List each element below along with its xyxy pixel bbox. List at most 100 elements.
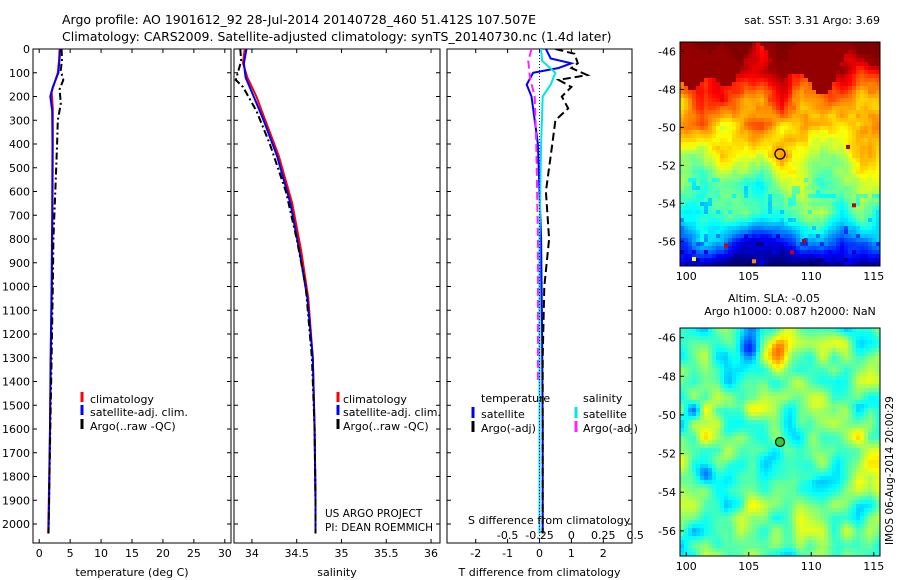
sst_map-cell <box>756 94 761 99</box>
sla_map-cell <box>868 332 873 337</box>
sla_map-cell <box>780 412 785 417</box>
sla_map-cell <box>788 440 793 445</box>
sla_map-cell <box>764 444 769 449</box>
sla_map-cell <box>780 472 785 477</box>
sla_map-cell <box>716 428 721 433</box>
sst_map-cell <box>760 114 765 119</box>
sst_map-cell <box>772 230 777 235</box>
sst_map-cell <box>696 62 701 67</box>
sla_map-cell <box>820 452 825 457</box>
sla_map-cell <box>740 348 745 353</box>
sla_map-cell <box>716 372 721 377</box>
sst_map-cell <box>764 142 769 147</box>
sst_map-cell <box>716 102 721 107</box>
sst_map-cell <box>724 74 729 79</box>
sst_map-cell <box>780 122 785 127</box>
sst_map-cell <box>740 194 745 199</box>
sst_map-cell <box>780 170 785 175</box>
sla_map-cell <box>696 384 701 389</box>
sla_map-cell <box>864 344 869 349</box>
sla_map-cell <box>872 360 877 365</box>
sla_map-cell <box>876 328 880 333</box>
sla_map-cell <box>816 460 821 465</box>
sla_map-cell <box>848 396 853 401</box>
sst_map-cell <box>748 258 753 263</box>
sst_map-cell <box>752 198 757 203</box>
sla_map-cell <box>728 424 733 429</box>
sla_map-cell <box>796 372 801 377</box>
sst_map-cell <box>872 50 877 55</box>
sst_map-cell <box>816 138 821 143</box>
sst_map-cell <box>708 94 713 99</box>
sst_map-cell <box>792 194 797 199</box>
sla_map-cell <box>836 416 841 421</box>
sst_map-cell <box>860 250 865 255</box>
sla_map-cell <box>724 388 729 393</box>
sst_map-cell <box>864 194 869 199</box>
sst_map-cell <box>824 186 829 191</box>
sst_map-cell <box>780 166 785 171</box>
sla_map-cell <box>728 384 733 389</box>
sla_map-cell <box>732 460 737 465</box>
sst_map-cell <box>828 94 833 99</box>
sla_map-cell <box>740 448 745 453</box>
sst_map-cell <box>712 86 717 91</box>
sst_map-cell <box>724 246 729 251</box>
sst_map-cell <box>792 158 797 163</box>
sst_map-cell <box>740 74 745 79</box>
temperature-xtick-label: 15 <box>125 547 139 560</box>
sst_map-cell <box>680 94 685 99</box>
sla_map-cell <box>768 436 773 441</box>
sla_map-cell <box>820 368 825 373</box>
sst_map-cell <box>756 218 761 223</box>
sla_map-cell <box>700 428 705 433</box>
sst_map-cell <box>832 206 837 211</box>
sst_map-cell <box>700 190 705 195</box>
sst_map-cell <box>808 158 813 163</box>
sst_map-cell <box>680 58 685 63</box>
sla_map-cell <box>832 396 837 401</box>
sst_map-cell <box>852 70 857 75</box>
sla_map-cell <box>708 372 713 377</box>
sla_map-cell <box>860 448 865 453</box>
sla_map-cell <box>764 328 769 333</box>
sst_map-cell <box>836 94 841 99</box>
sla_map-cell <box>772 436 777 441</box>
sst_map-cell <box>716 70 721 75</box>
sst_map-cell <box>876 138 880 143</box>
sla_map-cell <box>688 440 693 445</box>
sla_map-cell <box>712 420 717 425</box>
sst_map-cell <box>784 238 789 243</box>
sst_map-cell <box>784 126 789 131</box>
sla_map-cell <box>744 412 749 417</box>
sst_map-cell <box>836 234 841 239</box>
sst_map-cell <box>792 98 797 103</box>
sla_map-cell <box>728 412 733 417</box>
sst_map-cell <box>868 226 873 231</box>
sla_map-cell <box>684 440 689 445</box>
sla_map-cell <box>736 336 741 341</box>
sst_map-cell <box>784 42 789 47</box>
sla_map-cell <box>744 388 749 393</box>
sst_map-cell <box>756 42 761 47</box>
sla_map-cell <box>780 332 785 337</box>
sst_map-cell <box>728 138 733 143</box>
sla_map-cell <box>764 364 769 369</box>
sst_map-cell <box>688 54 693 59</box>
sla_map-cell <box>756 376 761 381</box>
sst_map-cell <box>724 78 729 83</box>
sst_map-cell <box>852 162 857 167</box>
sst_map-cell <box>748 186 753 191</box>
sst_map-cell <box>828 162 833 167</box>
sla_map-cell <box>800 380 805 385</box>
sla_map-cell <box>712 452 717 457</box>
sst_map-cell <box>860 206 865 211</box>
temperature-xtick-label: 0 <box>36 547 43 560</box>
sla_map-cell <box>692 388 697 393</box>
sla_map-cell <box>724 380 729 385</box>
sla_map-cell <box>692 480 697 485</box>
sla_map-cell <box>764 400 769 405</box>
sst_map-cell <box>836 50 841 55</box>
sst_map-cell <box>740 106 745 111</box>
sla_map-cell <box>732 428 737 433</box>
